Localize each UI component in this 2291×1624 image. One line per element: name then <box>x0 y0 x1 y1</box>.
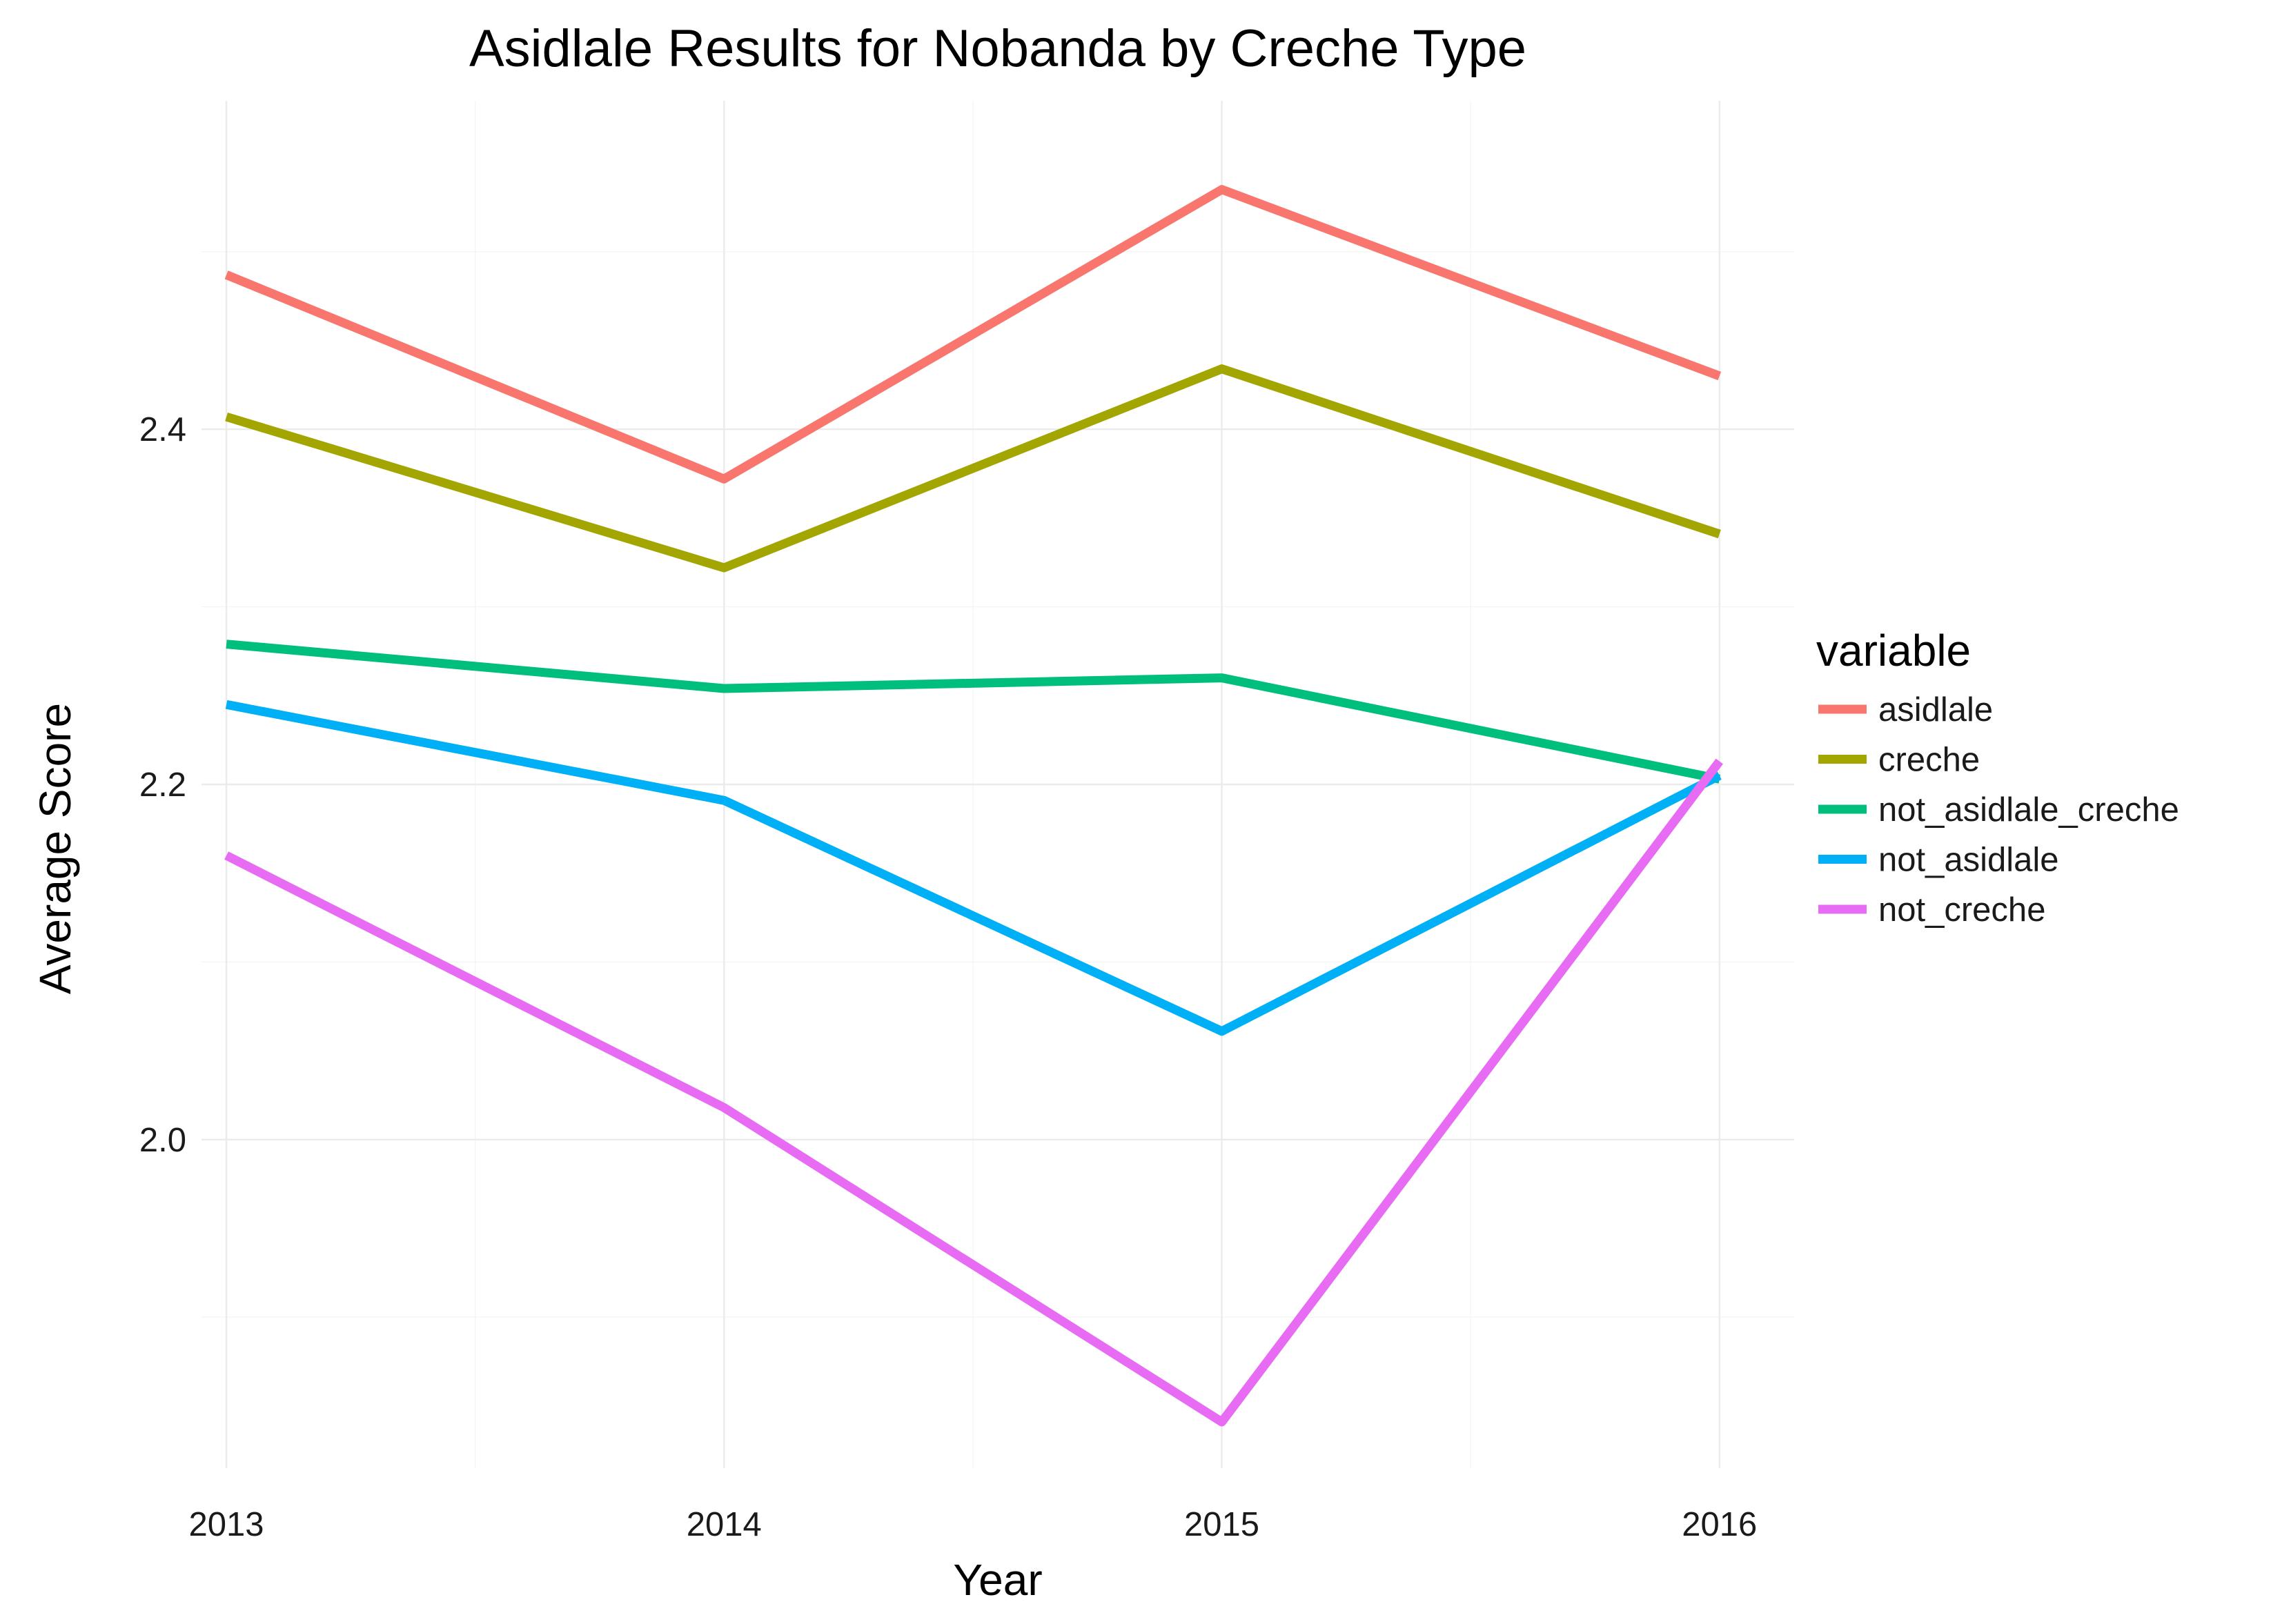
legend-label: creche <box>1878 742 1980 779</box>
series-line-not-asidlale <box>225 700 1722 1036</box>
legend-label: not_asidlale_creche <box>1878 791 2179 829</box>
legend-label: not_asidlale <box>1878 842 2059 879</box>
legend-label: not_creche <box>1878 891 2045 929</box>
x-tick-label: 2014 <box>687 1506 762 1543</box>
x-tick-label: 2015 <box>1184 1506 1259 1543</box>
series-line-asidlale <box>224 185 1722 484</box>
y-axis-ticks: 2.0 2.2 2.4 <box>139 411 186 1159</box>
x-tick-label: 2013 <box>189 1506 264 1543</box>
x-tick-label: 2016 <box>1682 1506 1757 1543</box>
y-axis-title: Average Score <box>30 703 80 994</box>
y-tick-label: 2.0 <box>139 1122 186 1159</box>
legend-items: asidlale creche not_asidlale_creche not_asi… <box>1818 691 2179 929</box>
series-layer <box>224 185 1723 1427</box>
series-line-not-asidlale-creche <box>226 640 1721 784</box>
y-tick-label: 2.2 <box>139 766 186 804</box>
y-tick-label: 2.4 <box>139 411 186 448</box>
legend: variable asidlale creche not_asidlale_crec… <box>1816 626 2179 929</box>
legend-label: asidlale <box>1878 691 1993 729</box>
x-axis-title: Year <box>953 1555 1042 1605</box>
x-axis-ticks: 2013 2014 2015 2016 <box>189 1506 1758 1543</box>
series-line-not-creche <box>224 758 1723 1427</box>
legend-title: variable <box>1816 626 1971 675</box>
chart-title: Asidlale Results for Nobanda by Creche T… <box>469 19 1526 78</box>
grid <box>201 101 1794 1468</box>
series-line-creche <box>225 364 1721 573</box>
